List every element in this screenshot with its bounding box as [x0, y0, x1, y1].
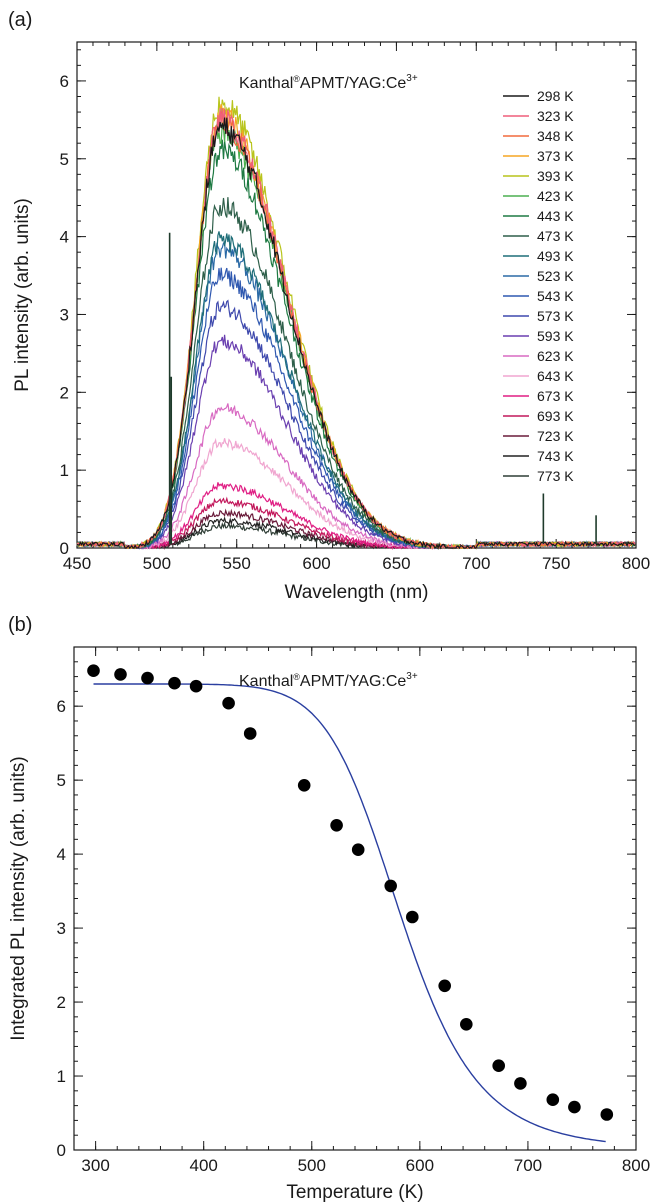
- legend-label-623K: 623 K: [537, 348, 574, 364]
- legend-label-673K: 673 K: [537, 388, 574, 404]
- panel-b-y-tick-label: 0: [57, 1141, 66, 1160]
- panel-a-y-tick-label: 4: [60, 228, 69, 247]
- panel-a-annotation: Kanthal®APMT/YAG:Ce3+: [239, 73, 418, 92]
- data-point: [438, 979, 452, 993]
- legend-label-723K: 723 K: [537, 428, 574, 444]
- data-point: [492, 1059, 506, 1072]
- panel-b-y-axis-title: Integrated PL intensity (arb. units): [8, 756, 29, 1040]
- data-point: [384, 879, 398, 893]
- legend-label-348K: 348 K: [537, 128, 574, 144]
- panel-b-x-tick-label: 500: [298, 1156, 326, 1175]
- legend-label-743K: 743 K: [537, 448, 574, 464]
- panel-a-plot-frame: [76, 41, 637, 549]
- data-point: [514, 1077, 527, 1090]
- panel-a-y-tick-label: 5: [60, 150, 69, 169]
- panel-b-x-axis-title: Temperature (K): [286, 1182, 423, 1203]
- panel-b-data-points: [87, 664, 614, 1121]
- panel-b-y-tick-label: 4: [57, 845, 66, 864]
- panel-b-x-tick-label: 800: [622, 1156, 650, 1175]
- data-point: [222, 696, 235, 710]
- data-point: [600, 1108, 614, 1121]
- panel-a-x-axis-title: Wavelength (nm): [285, 582, 429, 603]
- panel-a-y-tick-label: 3: [60, 305, 69, 324]
- data-point: [406, 910, 419, 924]
- legend-label-593K: 593 K: [537, 328, 574, 344]
- legend-label-443K: 443 K: [537, 208, 574, 224]
- data-point: [87, 664, 100, 677]
- legend-label-373K: 373 K: [537, 148, 574, 164]
- panel-a-axes: 450 500 550 600 650 700 750 800 0 1 2 3 4 5 6: [60, 41, 650, 573]
- panel-b-x-tick-label: 300: [81, 1156, 109, 1175]
- data-point: [189, 679, 203, 693]
- data-point: [568, 1100, 581, 1114]
- panel-b-plot-frame: [73, 646, 637, 1151]
- panel-a-x-tick-label: 450: [63, 554, 91, 573]
- panel-a-x-tick-label: 500: [143, 554, 171, 573]
- panel-a-spectra-chart: (a) 450 500 550 600 650 700 750 800 0 1 2 3 4 5 6 Kant…: [8, 9, 650, 603]
- data-point: [330, 819, 343, 832]
- panel-a-x-tick-label: 650: [382, 554, 410, 573]
- panel-a-legend: 298 K 323 K 348 K 373 K 393 K 423 K 443 K 473 K…: [503, 88, 574, 484]
- data-point: [243, 727, 257, 740]
- legend-label-693K: 693 K: [537, 408, 574, 424]
- legend-label-298K: 298 K: [537, 88, 574, 104]
- legend-label-493K: 493 K: [537, 248, 574, 264]
- panel-a-x-tick-label: 700: [462, 554, 490, 573]
- panel-b-y-tick-label: 5: [57, 771, 66, 790]
- data-point: [460, 1018, 473, 1031]
- panel-b-label: (b): [8, 614, 32, 636]
- data-point: [546, 1093, 560, 1106]
- legend-label-323K: 323 K: [537, 108, 574, 124]
- panel-a-y-tick-label: 0: [60, 539, 69, 558]
- legend-label-773K: 773 K: [537, 468, 574, 484]
- fit-curve-line: [93, 683, 606, 1143]
- panel-b-y-tick-label: 3: [57, 919, 66, 938]
- panel-a-x-tick-label: 550: [223, 554, 251, 573]
- panel-b-y-tick-label: 6: [57, 697, 66, 716]
- panel-a-x-tick-label: 600: [302, 554, 330, 573]
- panel-a-y-axis-title: PL intensity (arb. units): [12, 198, 33, 392]
- legend-label-643K: 643 K: [537, 368, 574, 384]
- legend-label-473K: 473 K: [537, 228, 574, 244]
- panel-b-fit-curve: [93, 683, 606, 1143]
- legend-label-393K: 393 K: [537, 168, 574, 184]
- panel-a-y-tick-label: 2: [60, 383, 69, 402]
- panel-b-annotation: Kanthal®APMT/YAG:Ce3+: [239, 671, 418, 690]
- panel-b-x-tick-label: 400: [190, 1156, 218, 1175]
- panel-b-y-tick-label: 1: [57, 1067, 66, 1086]
- data-point: [141, 671, 154, 685]
- panel-a-y-tick-label: 6: [60, 72, 69, 91]
- panel-b-x-tick-label: 700: [514, 1156, 542, 1175]
- data-point: [351, 843, 365, 856]
- data-point: [168, 676, 181, 690]
- panel-a-series-lines: [76, 96, 636, 551]
- panel-a-label: (a): [8, 9, 32, 31]
- data-point: [297, 779, 311, 792]
- panel-a-y-tick-label: 1: [60, 461, 69, 480]
- legend-label-423K: 423 K: [537, 188, 574, 204]
- panel-b-y-tick-label: 2: [57, 993, 66, 1012]
- panel-a-x-tick-label: 800: [622, 554, 650, 573]
- legend-label-523K: 523 K: [537, 268, 574, 284]
- legend-label-543K: 543 K: [537, 288, 574, 304]
- panel-b-axes: 300 400 500 600 700 800 0 1 2 3 4 5 6: [57, 646, 650, 1175]
- data-point: [114, 668, 127, 681]
- legend-label-573K: 573 K: [537, 308, 574, 324]
- panel-b-x-tick-label: 600: [406, 1156, 434, 1175]
- panel-a-x-tick-label: 750: [542, 554, 570, 573]
- panel-b-integrated-intensity-chart: (b) 300 400 500 600 700 800 0 1 2 3 4 5 6 Kanthal®AP…: [8, 614, 650, 1203]
